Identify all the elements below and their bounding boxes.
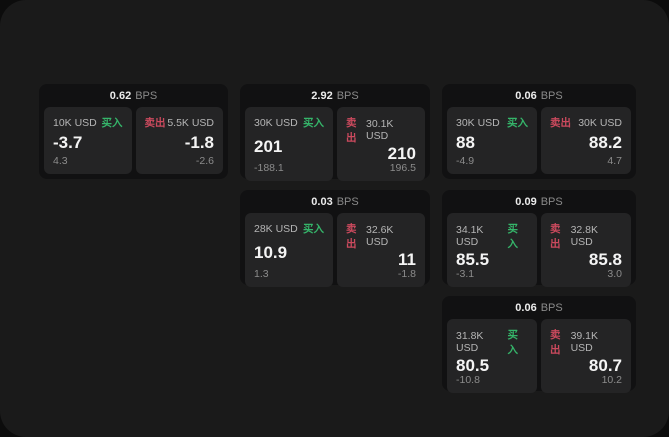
- buy-side-label: 买入: [303, 117, 324, 129]
- buy-panel[interactable]: 30K USD 买入 201 -188.1: [245, 107, 333, 181]
- buy-change: -3.1: [456, 268, 475, 280]
- sell-price: 80.7: [588, 356, 622, 375]
- quote-card: 0.03 BPS 28K USD 买入 10.9 1.3 卖出 32.6K US…: [240, 190, 430, 287]
- buy-amount: 31.8K USD: [456, 330, 484, 354]
- buy-price: 85.5: [456, 250, 490, 269]
- sell-amount: 32.6K USD: [365, 224, 394, 248]
- bps-unit-label: BPS: [540, 195, 563, 208]
- sell-change: 10.2: [601, 374, 622, 386]
- bps-header: 2.92 BPS: [240, 84, 430, 107]
- sell-amount: 32.8K USD: [570, 224, 599, 248]
- sell-side-label: 卖出: [550, 117, 571, 129]
- sell-price: 210: [387, 144, 416, 163]
- sell-panel[interactable]: 卖出 5.5K USD -1.8 -2.6: [135, 107, 223, 174]
- sell-change: 3.0: [607, 268, 622, 280]
- bps-unit-label: BPS: [336, 195, 359, 208]
- buy-side-label: 买入: [507, 329, 518, 356]
- buy-price: 201: [254, 136, 283, 156]
- sell-change: 196.5: [389, 162, 416, 174]
- price-panels: 30K USD 买入 88 -4.9 卖出 30K USD 88.2 4.7: [442, 107, 636, 179]
- buy-panel[interactable]: 31.8K USD 买入 80.5 -10.8: [447, 319, 537, 393]
- sell-price: 85.8: [588, 250, 622, 269]
- sell-price: -1.8: [184, 133, 214, 152]
- bps-value: 0.62: [109, 89, 132, 102]
- sell-change: -2.6: [195, 155, 214, 167]
- buy-price: 10.9: [254, 242, 288, 262]
- bps-unit-label: BPS: [135, 89, 158, 102]
- sell-side-label: 卖出: [550, 223, 561, 250]
- buy-change: -10.8: [456, 374, 480, 386]
- sell-side-label: 卖出: [550, 329, 561, 356]
- price-panels: 30K USD 买入 201 -188.1 卖出 30.1K USD 210 1…: [240, 107, 430, 186]
- buy-side-label: 买入: [303, 223, 324, 235]
- sell-change: 4.7: [607, 155, 622, 167]
- bps-header: 0.62 BPS: [39, 84, 228, 107]
- buy-price: 88: [456, 133, 475, 152]
- sell-price: 11: [398, 250, 416, 269]
- sell-side-label: 卖出: [346, 117, 357, 144]
- buy-price: -3.7: [53, 133, 83, 152]
- bps-value: 2.92: [311, 89, 333, 102]
- buy-panel[interactable]: 30K USD 买入 88 -4.9: [447, 107, 537, 174]
- sell-amount: 39.1K USD: [570, 330, 599, 354]
- buy-amount: 30K USD: [254, 116, 298, 129]
- sell-amount: 30.1K USD: [365, 118, 394, 142]
- buy-panel[interactable]: 10K USD 买入 -3.7 4.3: [44, 107, 132, 174]
- quote-grid: 0.62 BPS 10K USD 买入 -3.7 4.3 卖出 5.5K USD: [39, 84, 636, 393]
- bps-value: 0.06: [515, 89, 537, 102]
- buy-panel[interactable]: 34.1K USD 买入 85.5 -3.1: [447, 213, 537, 287]
- buy-amount: 28K USD: [254, 222, 298, 235]
- buy-amount: 34.1K USD: [456, 224, 484, 248]
- buy-amount: 30K USD: [456, 116, 500, 129]
- bps-unit-label: BPS: [540, 89, 563, 102]
- bps-unit-label: BPS: [540, 301, 563, 314]
- price-panels: 34.1K USD 买入 85.5 -3.1 卖出 32.8K USD 85.8…: [442, 213, 636, 292]
- sell-panel[interactable]: 卖出 30K USD 88.2 4.7: [541, 107, 631, 174]
- buy-change: -4.9: [456, 155, 475, 167]
- sell-side-label: 卖出: [346, 223, 357, 250]
- buy-panel[interactable]: 28K USD 买入 10.9 1.3: [245, 213, 333, 287]
- buy-change: 4.3: [53, 155, 68, 167]
- price-panels: 10K USD 买入 -3.7 4.3 卖出 5.5K USD -1.8 -2.…: [39, 107, 228, 179]
- sell-amount: 30K USD: [578, 116, 622, 129]
- quote-card: 0.09 BPS 34.1K USD 买入 85.5 -3.1 卖出 32.8K…: [442, 190, 636, 287]
- quote-card: 0.62 BPS 10K USD 买入 -3.7 4.3 卖出 5.5K USD: [39, 84, 228, 179]
- sell-side-label: 卖出: [144, 117, 166, 129]
- bps-value: 0.03: [311, 195, 333, 208]
- quote-card: 2.92 BPS 30K USD 买入 201 -188.1 卖出 30.1K …: [240, 84, 430, 181]
- buy-amount: 10K USD: [53, 116, 97, 129]
- price-panels: 31.8K USD 买入 80.5 -10.8 卖出 39.1K USD 80.…: [442, 319, 636, 398]
- sell-amount: 5.5K USD: [167, 116, 214, 129]
- bps-value: 0.09: [515, 195, 537, 208]
- sell-price: 88.2: [588, 133, 622, 152]
- bps-header: 0.06 BPS: [442, 296, 636, 319]
- sell-panel[interactable]: 卖出 32.6K USD 11 -1.8: [337, 213, 425, 287]
- sell-panel[interactable]: 卖出 30.1K USD 210 196.5: [337, 107, 425, 181]
- quote-card: 0.06 BPS 30K USD 买入 88 -4.9 卖出 30K USD: [442, 84, 636, 179]
- bps-header: 0.06 BPS: [442, 84, 636, 107]
- buy-side-label: 买入: [507, 117, 528, 129]
- bps-header: 0.09 BPS: [442, 190, 636, 213]
- buy-side-label: 买入: [507, 223, 518, 250]
- buy-change: 1.3: [254, 268, 269, 280]
- bps-unit-label: BPS: [336, 89, 359, 102]
- sell-panel[interactable]: 卖出 32.8K USD 85.8 3.0: [541, 213, 631, 287]
- buy-side-label: 买入: [101, 117, 123, 129]
- buy-price: 80.5: [456, 356, 490, 375]
- buy-change: -188.1: [254, 162, 284, 174]
- sell-change: -1.8: [397, 268, 416, 280]
- bps-header: 0.03 BPS: [240, 190, 430, 213]
- price-panels: 28K USD 买入 10.9 1.3 卖出 32.6K USD 11 -1.8: [240, 213, 430, 292]
- quote-card: 0.06 BPS 31.8K USD 买入 80.5 -10.8 卖出 39.1…: [442, 296, 636, 393]
- sell-panel[interactable]: 卖出 39.1K USD 80.7 10.2: [541, 319, 631, 393]
- bps-value: 0.06: [515, 301, 537, 314]
